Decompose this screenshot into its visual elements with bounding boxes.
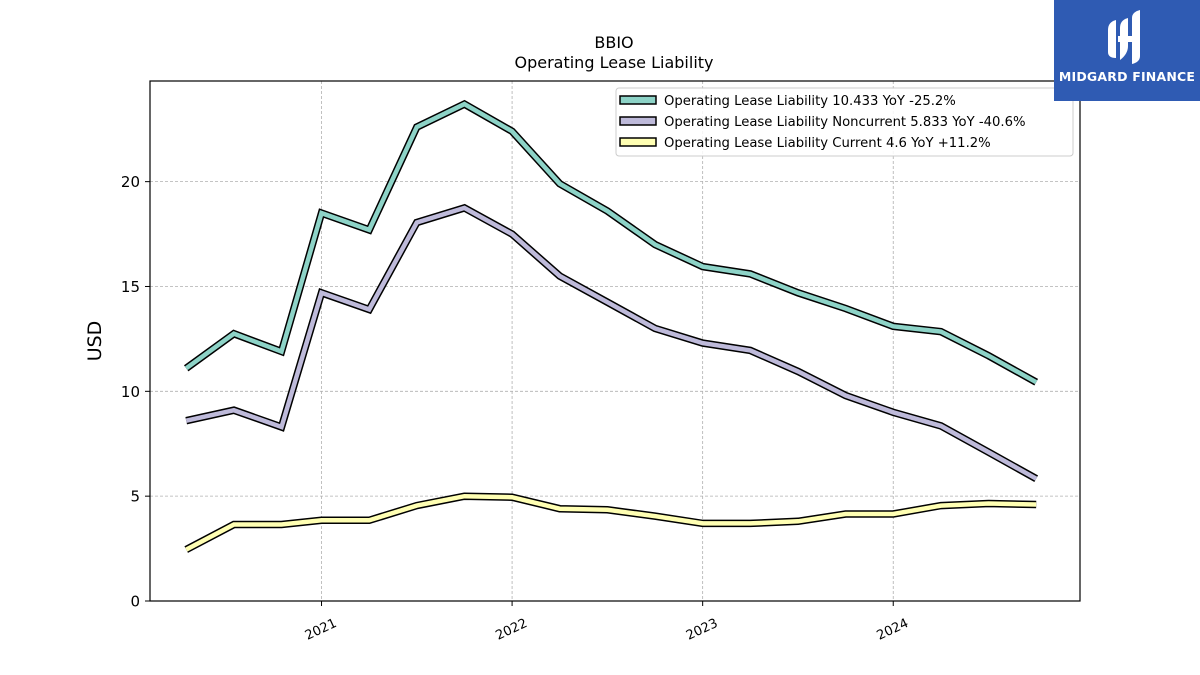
legend-label: Operating Lease Liability Current 4.6 Yo… <box>664 136 991 151</box>
y-tick-label: 0 <box>130 593 140 611</box>
legend-swatch <box>619 116 657 126</box>
series-line <box>185 205 1038 481</box>
plot-frame <box>149 80 1081 602</box>
legend: Operating Lease Liability 10.433 YoY -25… <box>615 87 1074 157</box>
x-tick-label: 2022 <box>493 616 529 644</box>
brand-name: MIDGARD FINANCE <box>1058 69 1196 84</box>
series-line <box>184 101 1038 385</box>
brand-logo: MIDGARD FINANCE <box>1054 0 1200 101</box>
y-tick-label: 10 <box>121 383 140 401</box>
legend-swatch <box>619 95 657 105</box>
y-axis-label: USD <box>84 321 106 362</box>
y-tick-label: 5 <box>130 488 140 506</box>
legend-label: Operating Lease Liability Noncurrent 5.8… <box>664 115 1026 130</box>
legend-label: Operating Lease Liability 10.433 YoY -25… <box>664 94 956 109</box>
series-line <box>185 493 1037 552</box>
grid-lines <box>150 81 1080 602</box>
x-tick-label: 2024 <box>875 616 911 644</box>
chart-title: BBIO <box>594 33 633 52</box>
midgard-logo-icon <box>1108 10 1140 64</box>
y-tick-label: 15 <box>121 278 140 296</box>
x-tick-label: 2021 <box>303 616 339 644</box>
series-lines <box>183 99 1039 553</box>
legend-box <box>615 87 1074 157</box>
x-tick-label: 2023 <box>684 616 720 644</box>
legend-swatch <box>619 137 657 147</box>
y-tick-label: 20 <box>121 173 140 191</box>
chart-subtitle: Operating Lease Liability <box>514 53 713 72</box>
